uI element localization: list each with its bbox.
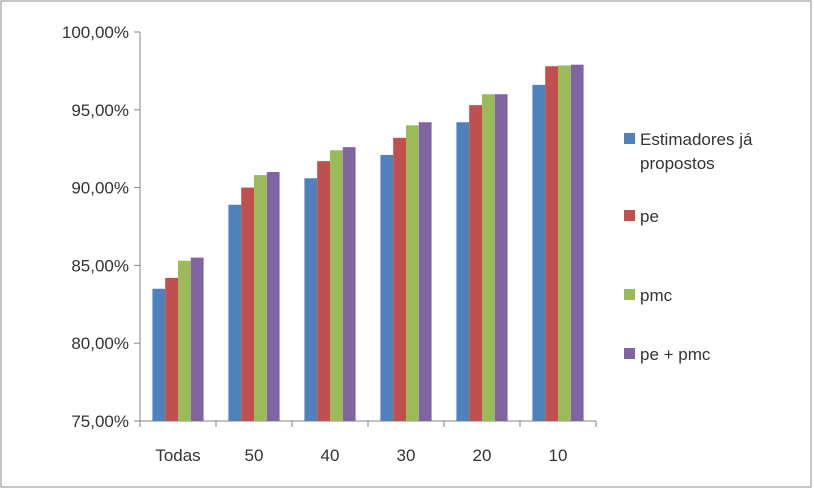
y-tick-label: 85,00%	[71, 256, 129, 275]
legend-swatch	[624, 133, 635, 144]
x-axis: Todas 50 40 30 20 10	[139, 420, 597, 465]
x-tick-label: Todas	[155, 446, 200, 465]
legend-label: pe + pmc	[640, 345, 711, 364]
x-tick-label: 50	[245, 446, 264, 465]
bar	[254, 175, 267, 421]
y-tick-label: 95,00%	[71, 101, 129, 120]
bar	[393, 137, 406, 422]
y-tick-label: 90,00%	[71, 179, 129, 198]
bar	[266, 172, 280, 421]
bar	[178, 260, 191, 421]
y-tick-label: 100,00%	[62, 23, 129, 42]
legend: Estimadores já propostos pe pmc pe + pmc	[624, 130, 753, 364]
bar	[152, 288, 166, 421]
bar	[228, 204, 242, 421]
bar	[406, 125, 419, 422]
legend-label: pmc	[640, 286, 673, 305]
y-tick-label: 75,00%	[71, 412, 129, 431]
bar	[494, 94, 508, 422]
x-tick-label: 30	[397, 446, 416, 465]
legend-label: pe	[640, 207, 659, 226]
bar	[380, 154, 394, 421]
bar	[558, 65, 571, 421]
x-tick-label: 10	[549, 446, 568, 465]
bar	[456, 122, 470, 422]
bar	[190, 257, 204, 421]
bar	[418, 122, 432, 422]
bar	[304, 178, 318, 421]
bar	[545, 66, 558, 422]
bar	[482, 94, 495, 422]
bars	[152, 64, 584, 422]
bar	[570, 64, 584, 422]
legend-swatch	[624, 348, 635, 359]
bar	[317, 161, 330, 421]
bar	[165, 277, 178, 421]
bar	[342, 147, 356, 422]
bar	[532, 84, 546, 422]
y-axis: 75,00% 80,00% 85,00% 90,00% 95,00% 100,00%	[62, 23, 141, 431]
legend-swatch	[624, 210, 635, 221]
legend-swatch	[624, 289, 635, 300]
bar	[330, 150, 343, 422]
x-tick-label: 40	[321, 446, 340, 465]
bar	[469, 105, 482, 421]
legend-label: Estimadores já propostos	[640, 130, 753, 173]
bar	[241, 187, 254, 421]
y-tick-label: 80,00%	[71, 334, 129, 353]
x-tick-label: 20	[473, 446, 492, 465]
